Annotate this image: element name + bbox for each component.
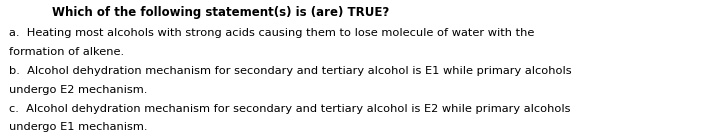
Text: a.  Heating most alcohols with strong acids causing them to lose molecule of wat: a. Heating most alcohols with strong aci…: [9, 28, 534, 38]
Text: b.  Alcohol dehydration mechanism for secondary and tertiary alcohol is E1 while: b. Alcohol dehydration mechanism for sec…: [9, 66, 571, 76]
Text: undergo E2 mechanism.: undergo E2 mechanism.: [9, 85, 147, 95]
Text: formation of alkene.: formation of alkene.: [9, 47, 124, 57]
Text: Which of the following statement(s) is (are) TRUE?: Which of the following statement(s) is (…: [52, 6, 390, 19]
Text: undergo E1 mechanism.: undergo E1 mechanism.: [9, 122, 147, 132]
Text: c.  Alcohol dehydration mechanism for secondary and tertiary alcohol is E2 while: c. Alcohol dehydration mechanism for sec…: [9, 104, 570, 114]
